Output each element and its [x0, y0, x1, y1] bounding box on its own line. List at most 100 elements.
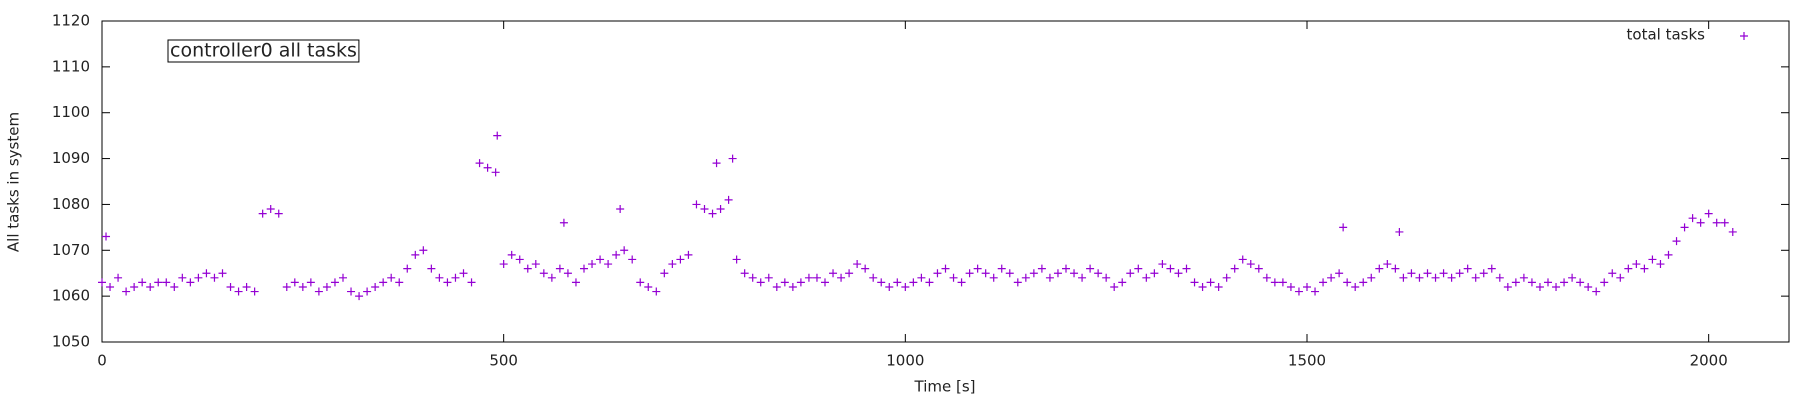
point [563, 269, 572, 278]
point [387, 273, 396, 282]
point [234, 287, 243, 296]
point [1632, 260, 1641, 269]
y-tick-label: 1110 [52, 57, 90, 75]
point [644, 282, 653, 291]
point [869, 273, 878, 282]
point [1206, 278, 1215, 287]
point [202, 269, 211, 278]
y-tick-label: 1050 [52, 333, 90, 351]
point [700, 205, 709, 214]
point [676, 255, 685, 264]
point [266, 205, 275, 214]
point [1487, 264, 1496, 273]
point [604, 260, 613, 269]
point [483, 163, 492, 172]
point [130, 282, 139, 291]
point [1182, 264, 1191, 273]
point [282, 282, 291, 291]
point [1303, 282, 1311, 291]
point [1029, 269, 1038, 278]
point [1134, 264, 1143, 273]
point [1278, 278, 1287, 287]
point [1720, 218, 1729, 227]
point [146, 282, 155, 291]
point [559, 218, 568, 227]
point [1190, 278, 1199, 287]
legend-label: total tasks [1627, 26, 1706, 44]
point [1126, 269, 1135, 278]
point [1584, 282, 1593, 291]
point [893, 278, 902, 287]
point [1423, 269, 1432, 278]
point [804, 273, 813, 282]
point [531, 260, 540, 269]
point [274, 209, 283, 218]
point [258, 209, 267, 218]
point [812, 273, 821, 282]
point [1198, 282, 1207, 291]
x-tick-label: 0 [97, 352, 107, 370]
point [250, 287, 259, 296]
point [716, 205, 725, 214]
point [1399, 273, 1408, 282]
point [973, 264, 982, 273]
point [780, 278, 789, 287]
point [949, 273, 958, 282]
point [379, 278, 388, 287]
point [451, 273, 460, 282]
point [1254, 264, 1263, 273]
point [748, 273, 757, 282]
point [1640, 264, 1649, 273]
point [837, 273, 846, 282]
point [1214, 282, 1223, 291]
point [829, 269, 838, 278]
point [692, 200, 701, 209]
point [1327, 273, 1336, 282]
point [298, 282, 307, 291]
point [106, 282, 115, 291]
point [1527, 278, 1536, 287]
point [1608, 269, 1617, 278]
point [628, 255, 637, 264]
x-tick-label: 1000 [886, 352, 924, 370]
point [1648, 255, 1657, 264]
point [1463, 264, 1472, 273]
point [1688, 214, 1697, 223]
point [395, 278, 404, 287]
point [178, 273, 187, 282]
point [1680, 223, 1689, 232]
point [1656, 260, 1665, 269]
point [989, 273, 998, 282]
point [499, 260, 508, 269]
point [523, 264, 532, 273]
point [1704, 209, 1713, 218]
point [1262, 273, 1271, 282]
point [515, 255, 524, 264]
point [1222, 273, 1231, 282]
point [1021, 273, 1030, 282]
point [491, 168, 500, 177]
point [712, 159, 721, 168]
point [1672, 237, 1681, 246]
point [210, 273, 219, 282]
point [371, 282, 380, 291]
y-tick-label: 1080 [52, 195, 90, 213]
point [1544, 278, 1552, 287]
point [877, 278, 886, 287]
point [1728, 227, 1737, 236]
point [941, 264, 950, 273]
point [403, 264, 412, 273]
point [740, 269, 749, 278]
point [1013, 278, 1022, 287]
y-axis-label: All tasks in system [5, 112, 23, 252]
point [467, 278, 476, 287]
point [612, 250, 621, 259]
point [347, 287, 356, 296]
point [616, 205, 625, 214]
point [114, 273, 123, 282]
point [901, 282, 910, 291]
point [1471, 273, 1480, 282]
point [821, 278, 829, 287]
point [1078, 273, 1087, 282]
